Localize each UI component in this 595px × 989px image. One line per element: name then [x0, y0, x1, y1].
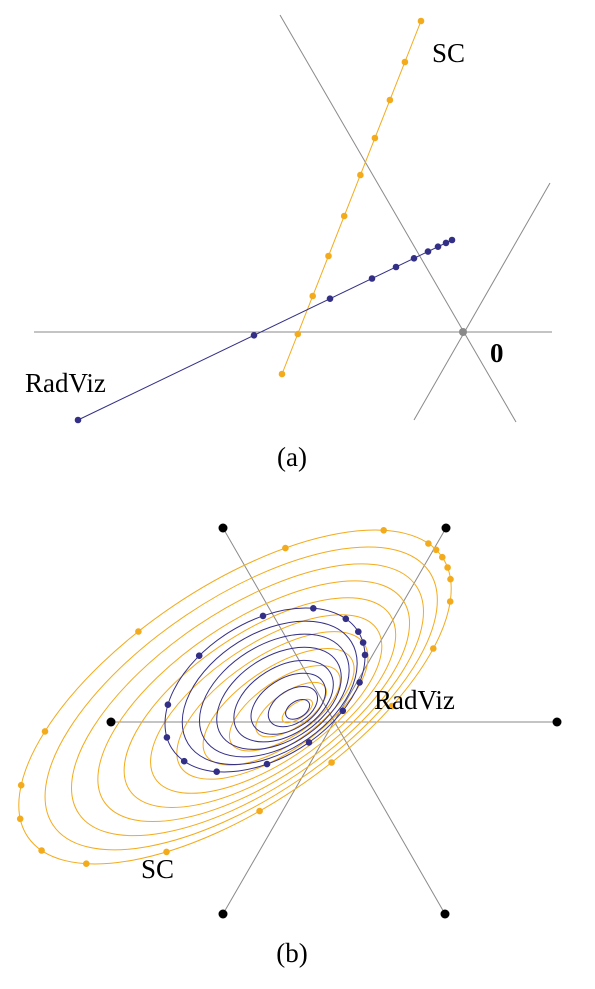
radviz-contour: [198, 633, 350, 758]
panel-b: RadViz SC (b): [16, 523, 562, 968]
radviz-point: [442, 239, 450, 247]
sc-point: [325, 252, 332, 260]
anchor-right: [552, 717, 562, 727]
radviz-point-b: [356, 679, 363, 686]
radviz-point-b: [305, 739, 313, 746]
sc-point: [371, 134, 379, 142]
sc-point-b: [163, 848, 170, 856]
sc-contour: [176, 631, 369, 780]
sc-line: [281, 20, 422, 375]
sc-point: [357, 171, 364, 179]
sc-point: [386, 96, 394, 104]
radviz-point-b: [180, 757, 188, 765]
caption-a: (a): [277, 442, 307, 472]
sc-contour: [281, 698, 313, 724]
radviz-point-b: [361, 651, 369, 659]
caption-b: (b): [276, 938, 307, 968]
sc-point: [309, 292, 317, 300]
radviz-point-b: [195, 652, 203, 659]
radviz-point-b: [164, 701, 172, 708]
sc-point-b: [282, 544, 289, 552]
radviz-contour: [181, 620, 358, 766]
sc-point-b: [380, 527, 388, 534]
radviz-contour: [250, 672, 326, 735]
sc-contour: [228, 664, 341, 752]
sc-contour: [71, 563, 424, 837]
sc-label: SC: [432, 38, 465, 68]
sc-point-b: [135, 628, 142, 635]
radviz-line: [77, 239, 453, 421]
sc-points-b: [16, 527, 454, 867]
axis-diagonal-2: [413, 182, 551, 421]
sc-point-b: [38, 847, 45, 854]
anchors: [106, 523, 562, 919]
sc-point-b: [256, 807, 263, 815]
sc-contour: [202, 648, 355, 766]
radviz-point: [434, 243, 442, 250]
sc-point: [294, 330, 302, 338]
sc-point-b: [328, 759, 335, 766]
radviz-point: [410, 254, 418, 262]
sc-point: [401, 58, 409, 66]
radviz-contour: [216, 646, 342, 750]
sc-point-b: [41, 728, 49, 735]
radviz-point-b: [339, 707, 347, 715]
sc-point: [417, 17, 425, 25]
sc-point-b: [83, 860, 90, 867]
radviz-point: [74, 416, 82, 424]
sc-contour: [97, 580, 411, 823]
origin-point: [459, 328, 467, 336]
sc-point-b: [430, 645, 437, 652]
sc-contour: [150, 614, 383, 794]
radviz-point-b: [263, 760, 271, 768]
sc-point-b: [444, 564, 451, 571]
sc-point-b: [447, 575, 454, 583]
radviz-point: [424, 248, 432, 255]
radviz-point-b: [163, 734, 171, 741]
radviz-points-b: [163, 605, 369, 775]
sc-point-b: [16, 815, 24, 823]
radviz-points: [74, 236, 456, 424]
radviz-point-b: [355, 628, 362, 635]
anchor-top-right: [441, 523, 451, 533]
radviz-point-b: [213, 768, 220, 775]
sc-contour: [44, 546, 438, 851]
sc-point: [340, 212, 348, 220]
sc-point: [278, 370, 286, 378]
sc-point-b: [388, 702, 396, 710]
radviz-point-b: [310, 605, 317, 612]
radviz-point: [250, 332, 258, 339]
sc-points: [278, 17, 425, 378]
sc-contour: [123, 597, 397, 808]
radviz-label-b: RadViz: [374, 685, 455, 715]
anchor-bottom-left: [218, 909, 228, 919]
radviz-point: [448, 236, 456, 244]
radviz-point-b: [342, 615, 350, 623]
radviz-contour: [285, 699, 311, 720]
anchor-bottom-right: [440, 909, 450, 919]
sc-label-b: SC: [141, 854, 174, 884]
sc-point-b: [432, 546, 440, 554]
sc-point-b: [425, 540, 432, 547]
radviz-point-b: [359, 639, 367, 646]
radviz-point-b: [259, 612, 267, 620]
radviz-label: RadViz: [25, 368, 106, 398]
anchor-top-left: [218, 523, 228, 533]
origin-label: 0: [490, 338, 504, 368]
sc-point-b: [439, 553, 446, 561]
radviz-contour: [267, 685, 318, 728]
radviz-contour: [233, 659, 334, 743]
sc-point-b: [446, 598, 454, 605]
sc-point-b: [17, 781, 25, 789]
radviz-contours: [164, 607, 366, 773]
axis-diagonal-1: [279, 14, 517, 423]
panel-a: SC RadViz 0 (a): [25, 14, 552, 472]
radviz-point: [326, 295, 334, 303]
radviz-point: [392, 263, 400, 271]
anchor-left: [106, 717, 116, 727]
radviz-point: [368, 275, 376, 282]
